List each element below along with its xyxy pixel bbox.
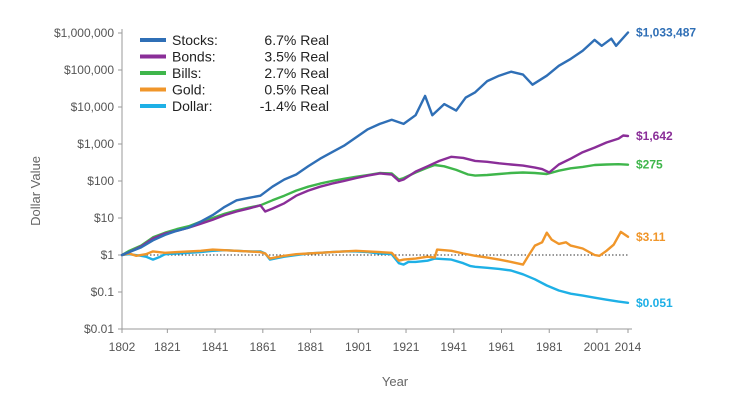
x-tick-label: 2001 [584,340,611,354]
x-tick-label: 1921 [393,340,420,354]
x-tick-label: 1981 [536,340,563,354]
y-axis-title: Dollar Value [28,156,43,226]
y-tick-label: $100 [87,174,114,188]
axes-layer: $1,000,000 $100,000 $10,000 $1,000 $100 $10 $1… [28,26,642,389]
x-tick-label: 1941 [440,340,467,354]
legend-rate-bills: 2.7% Real [264,65,329,81]
x-axis-title: Year [382,374,409,389]
end-label-bills: $275 [636,158,663,172]
y-tick-label: $0.01 [84,322,114,336]
series-layer [120,31,630,304]
x-tick-label: 1861 [249,340,276,354]
end-label-stocks: $1,033,487 [636,25,696,39]
legend-name-dollar: Dollar: [172,98,212,114]
end-label-dollar: $0.051 [636,296,673,310]
y-tick-label: $1 [101,248,115,262]
legend-rate-dollar: -1.4% Real [260,98,329,114]
legend-rate-bonds: 3.5% Real [264,49,329,65]
legend-name-stocks: Stocks: [172,32,218,48]
x-tick-label: 1961 [488,340,515,354]
y-tick-label: $1,000,000 [54,26,114,40]
series-line-stocks [120,31,630,257]
x-tick-label: 2014 [615,340,642,354]
x-tick-label: 1901 [345,340,372,354]
end-label-gold: $3.11 [636,230,666,244]
end-label-bonds: $1,642 [636,129,673,143]
series-line-bills [120,163,630,257]
y-tick-label: $0.1 [91,285,115,299]
y-tick-label: $10 [94,211,114,225]
legend-name-gold: Gold: [172,82,205,98]
legend-rate-stocks: 6.7% Real [264,32,329,48]
legend-name-bills: Bills: [172,65,202,81]
x-tick-label: 1802 [109,340,136,354]
y-tick-label: $1,000 [77,137,114,151]
legend-rate-gold: 0.5% Real [264,82,329,98]
series-line-bonds [120,134,630,257]
x-tick-label: 1881 [297,340,324,354]
legend: Stocks: 6.7% Real Bonds: 3.5% Real Bills: 2.7… [140,32,329,114]
x-tick-label: 1821 [154,340,181,354]
y-tick-label: $10,000 [71,100,115,114]
x-tick-label: 1841 [202,340,229,354]
y-tick-label: $100,000 [64,63,114,77]
series-line-gold [120,230,630,266]
legend-name-bonds: Bonds: [172,49,216,65]
end-labels-layer: $1,033,487 $1,642 $275 $3.11 $0.051 [636,25,696,309]
series-line-dollar [120,249,630,304]
